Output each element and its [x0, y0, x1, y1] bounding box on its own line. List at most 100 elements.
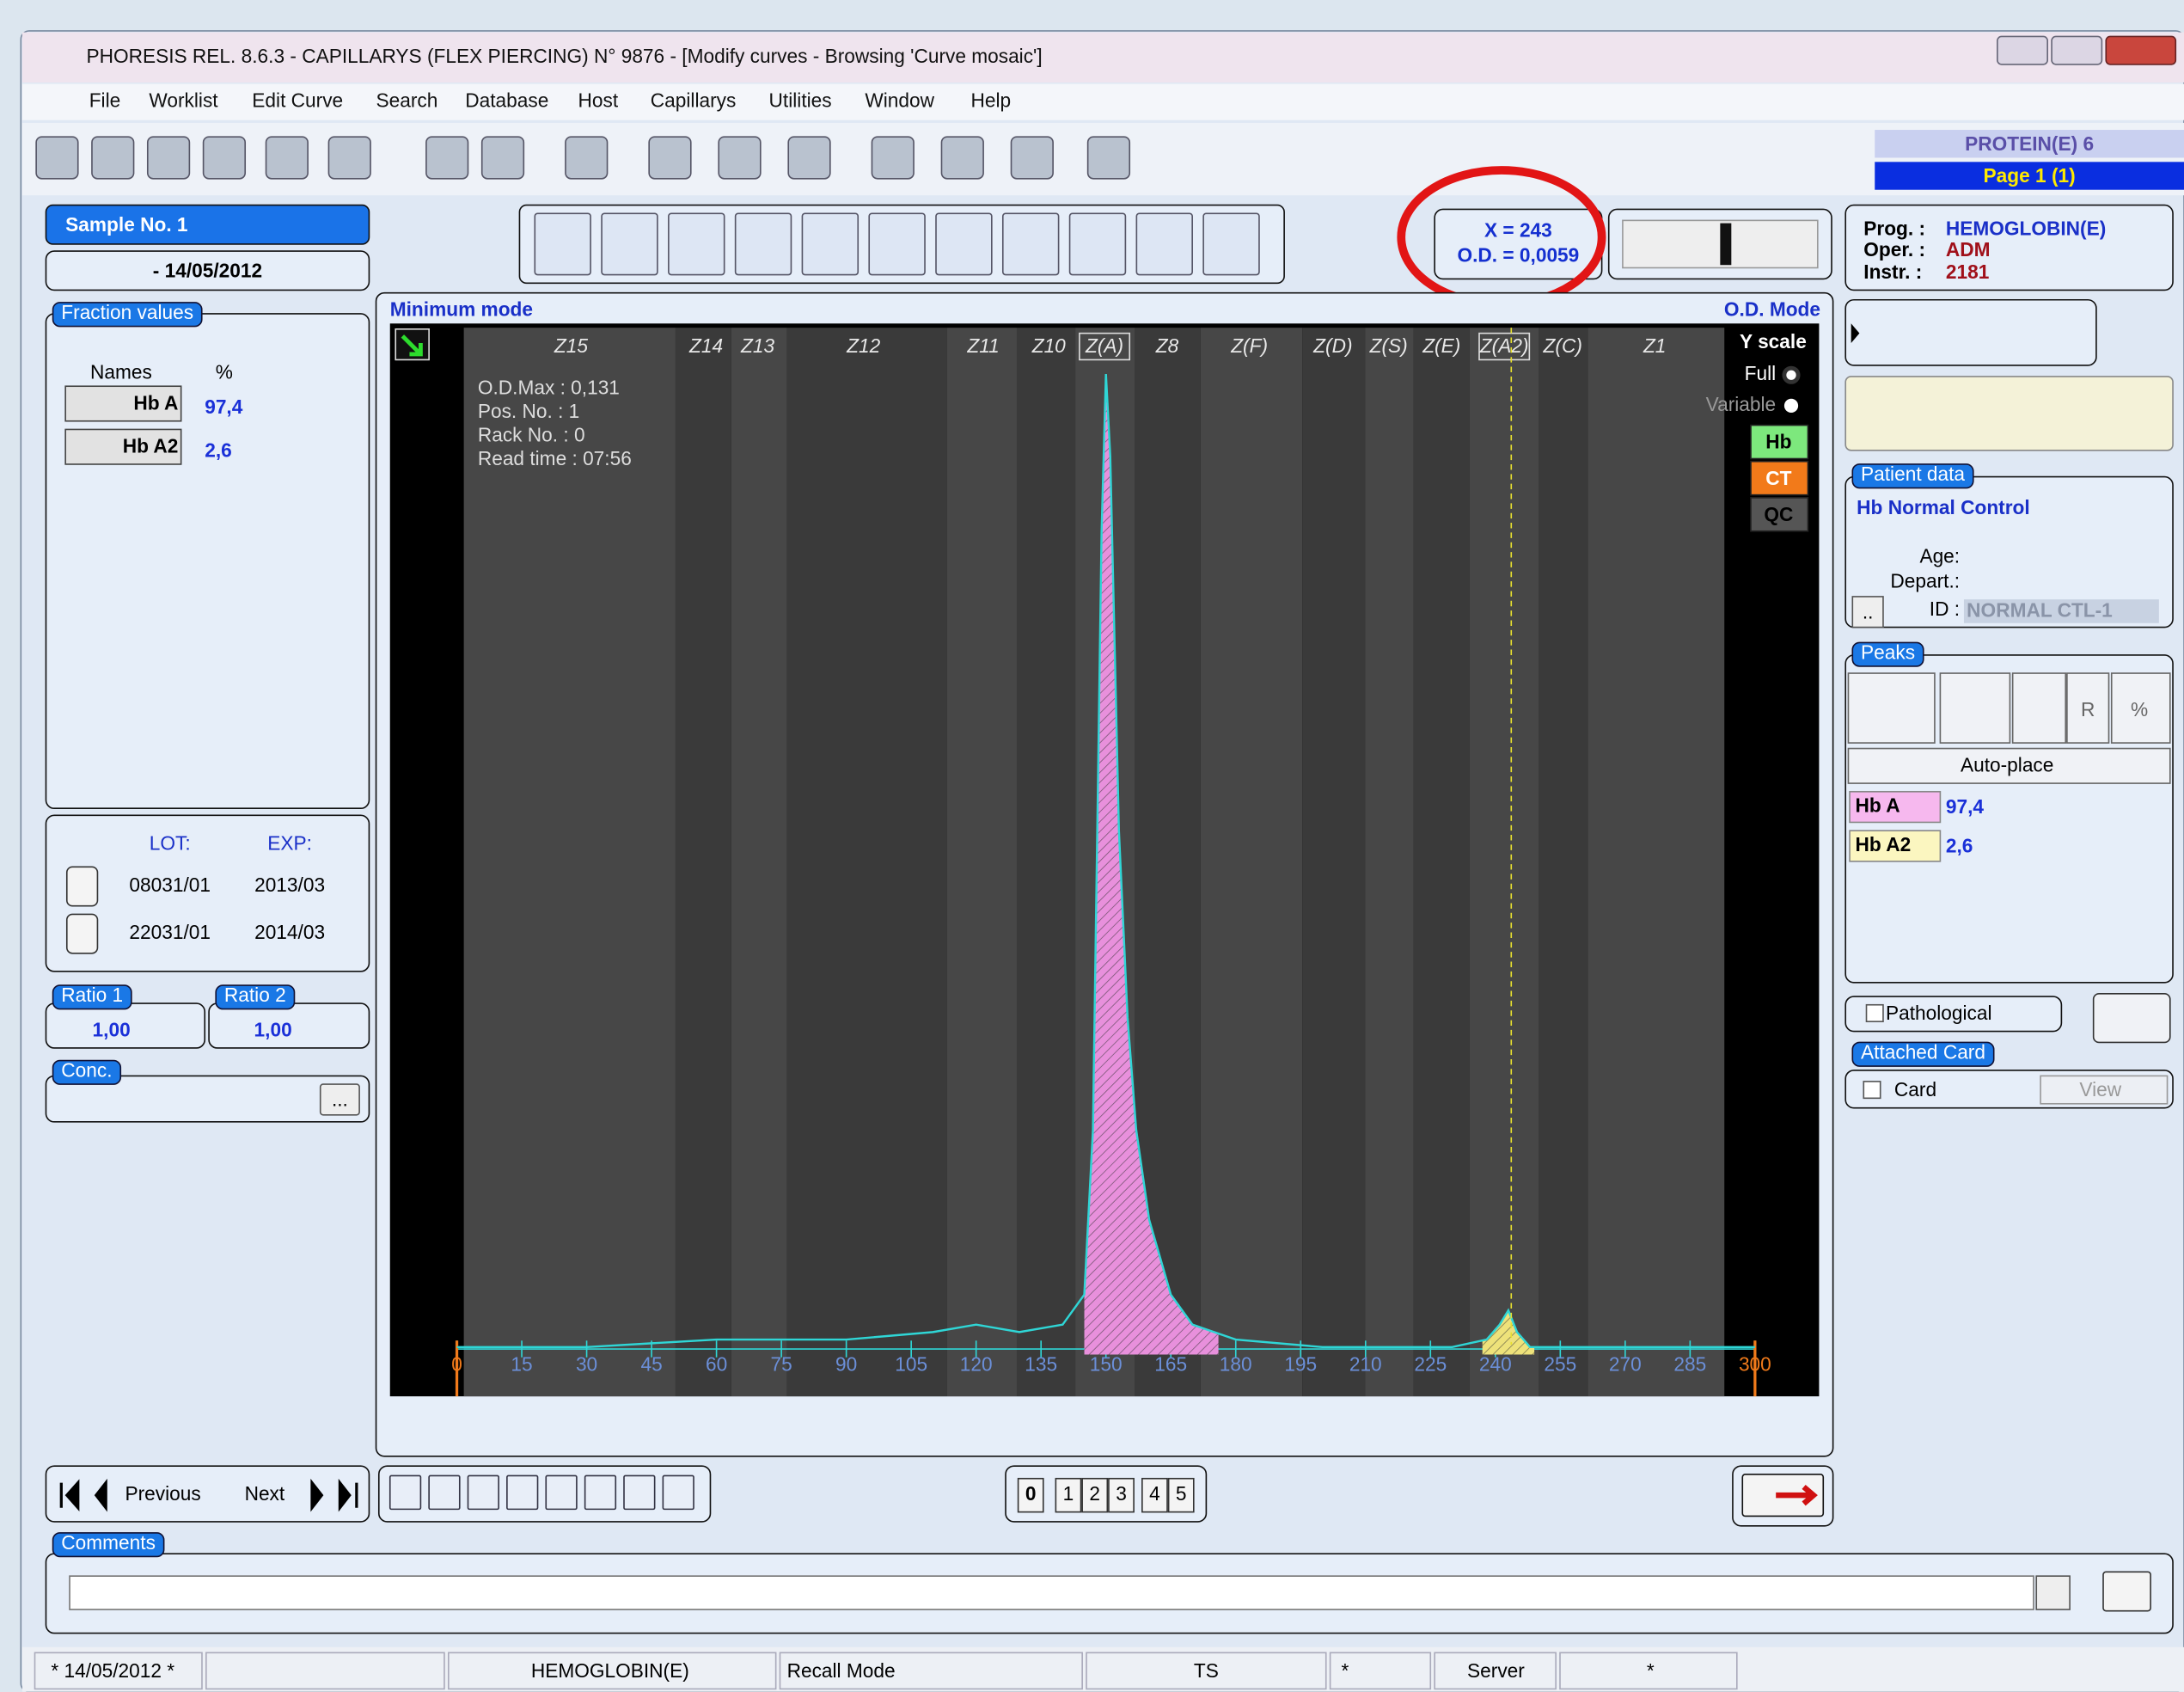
toolbar-icon[interactable] [566, 137, 608, 179]
peak-tool[interactable] [1848, 673, 1934, 743]
menu-item[interactable]: Capillarys [651, 89, 737, 112]
edit-button[interactable] [468, 1475, 499, 1509]
x-tick-label: 90 [835, 1352, 857, 1375]
page-number[interactable]: 2 [1089, 1482, 1100, 1505]
zone-label: Z12 [846, 334, 880, 357]
toolbar-icon[interactable] [941, 137, 983, 179]
page-number[interactable]: 1 [1063, 1482, 1074, 1505]
toolbar-icon[interactable] [1012, 137, 1054, 179]
x-tick-label: 45 [640, 1352, 662, 1375]
menu-item[interactable]: Worklist [149, 89, 218, 112]
toolbar-icon[interactable] [872, 137, 914, 179]
zone-stripe [1414, 328, 1470, 1396]
mode-left: Minimum mode [390, 298, 533, 321]
toolbar-icon[interactable] [92, 137, 134, 179]
auto-place-label[interactable]: Auto-place [1961, 754, 2053, 776]
peak-tool[interactable] [1940, 673, 2010, 743]
page-number[interactable]: 0 [1025, 1482, 1037, 1505]
toolbar-icon[interactable] [266, 137, 309, 179]
mode-right: O.D. Mode [1724, 298, 1820, 321]
tool-button[interactable] [535, 213, 590, 274]
tool-button[interactable] [1136, 213, 1192, 274]
status-text: * [1342, 1659, 1349, 1682]
card-label: Card [1894, 1078, 1936, 1100]
page-number[interactable]: 5 [1176, 1482, 1187, 1505]
toolbar-icon[interactable] [719, 137, 761, 179]
comments-title: Comments [61, 1531, 156, 1554]
zone-stripe [1365, 328, 1414, 1396]
toolbar-icon[interactable] [426, 137, 468, 179]
menu-item[interactable]: Window [865, 89, 934, 112]
toolbar-icon[interactable] [1088, 137, 1130, 179]
x-tick-label: 165 [1154, 1352, 1187, 1375]
pct-header: % [216, 361, 233, 383]
previous-label[interactable]: Previous [125, 1482, 200, 1505]
tool-button[interactable] [802, 213, 858, 274]
conc-button-label[interactable]: ... [332, 1088, 348, 1111]
menu-item[interactable]: File [89, 89, 121, 112]
menu-item[interactable]: Host [578, 89, 619, 112]
menu-item[interactable]: Database [465, 89, 548, 112]
max-btn[interactable] [2052, 36, 2101, 64]
zone-stripe [947, 328, 1017, 1396]
toolbar-icon[interactable] [148, 137, 190, 179]
comment-dropdown[interactable] [2036, 1576, 2070, 1609]
close-btn[interactable] [2106, 36, 2175, 64]
tool-button[interactable] [602, 213, 658, 274]
clock-button[interactable] [2094, 994, 2170, 1043]
patient-button-label[interactable]: .. [1863, 600, 1874, 622]
peak-name: Hb A [1856, 794, 1900, 817]
menu-item[interactable]: Utilities [769, 89, 832, 112]
ratio1-title: Ratio 1 [61, 984, 123, 1006]
toolbar-icon[interactable] [328, 137, 370, 179]
tool-button[interactable] [736, 213, 792, 274]
zone-stripe [1539, 328, 1588, 1396]
edit-button[interactable] [546, 1475, 577, 1509]
tool-button[interactable] [1003, 213, 1059, 274]
edit-button[interactable] [390, 1475, 421, 1509]
page-number[interactable]: 3 [1116, 1482, 1127, 1505]
comment-input[interactable] [70, 1576, 2034, 1609]
plot-info: Rack No. : 0 [478, 424, 585, 446]
pathological-label: Pathological [1886, 1002, 1992, 1024]
id-label: ID : [1930, 598, 1960, 620]
toolbar-icon[interactable] [788, 137, 830, 179]
variable-radio[interactable] [1784, 399, 1798, 413]
next-label[interactable]: Next [245, 1482, 285, 1505]
x-tick-label: 135 [1025, 1352, 1057, 1375]
tool-button[interactable] [1203, 213, 1259, 274]
zone-stripe [731, 328, 787, 1396]
tool-button[interactable] [936, 213, 992, 274]
mode-badge-label: Hb [1765, 431, 1791, 453]
min-btn[interactable] [1997, 36, 2047, 64]
menu-item[interactable]: Edit Curve [252, 89, 343, 112]
zone-stripe [787, 328, 947, 1396]
toolbar-icon[interactable] [36, 137, 78, 179]
peak-tool[interactable] [2013, 673, 2066, 743]
menu-bar [22, 84, 2184, 120]
edit-button[interactable] [624, 1475, 655, 1509]
zone-stripe [464, 328, 676, 1396]
edit-button[interactable] [429, 1475, 460, 1509]
full-radio[interactable] [1784, 368, 1798, 382]
toolbar-icon[interactable] [482, 137, 524, 179]
tool-button[interactable] [1070, 213, 1126, 274]
menu-item[interactable]: Search [376, 89, 438, 112]
edit-button[interactable] [585, 1475, 616, 1509]
zone-label: Z13 [740, 334, 774, 357]
edit-button[interactable] [507, 1475, 538, 1509]
x-tick-label: 15 [511, 1352, 532, 1375]
status-text: * 14/05/2012 * [51, 1659, 174, 1682]
comment-doc-button[interactable] [2103, 1572, 2150, 1610]
toolbar-icon[interactable] [649, 137, 691, 179]
pathological-check[interactable] [1867, 1005, 1883, 1021]
status-text: * [1647, 1659, 1655, 1682]
page-number[interactable]: 4 [1149, 1482, 1160, 1505]
tool-button[interactable] [869, 213, 925, 274]
menu-item[interactable]: Help [971, 89, 1012, 112]
card-check[interactable] [1863, 1082, 1880, 1098]
view-label[interactable]: View [2079, 1078, 2121, 1100]
edit-button[interactable] [663, 1475, 694, 1509]
toolbar-icon[interactable] [204, 137, 246, 179]
tool-button[interactable] [669, 213, 725, 274]
